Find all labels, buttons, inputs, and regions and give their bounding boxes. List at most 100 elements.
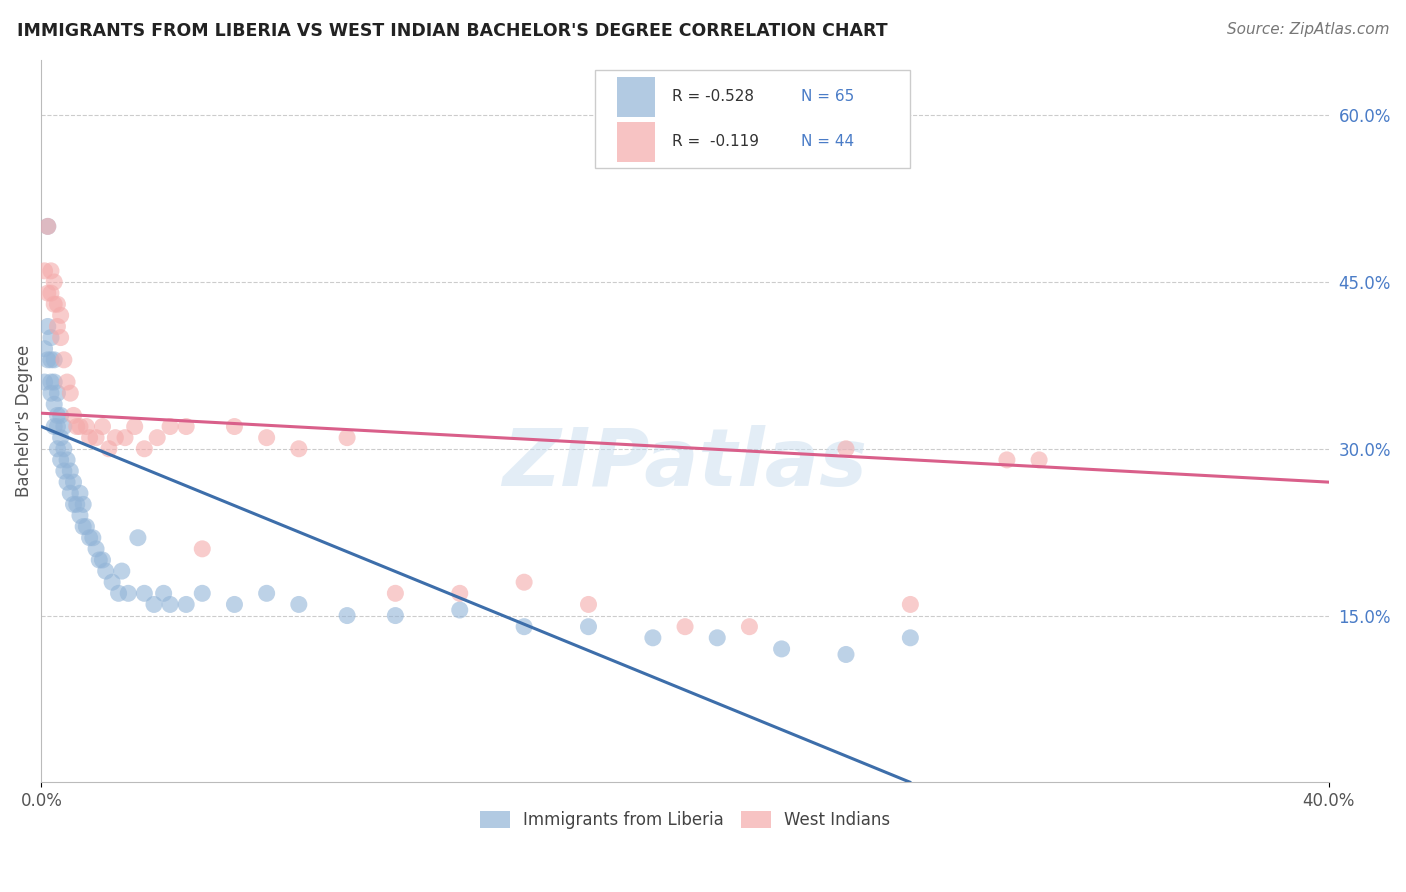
Point — [224, 598, 246, 612]
Point — [62, 409, 84, 423]
Point — [62, 497, 84, 511]
Point — [384, 608, 406, 623]
Point — [174, 419, 197, 434]
Point — [46, 386, 69, 401]
Point — [91, 553, 114, 567]
Point — [69, 419, 91, 434]
Point — [62, 475, 84, 490]
Point — [336, 431, 359, 445]
Point — [256, 586, 278, 600]
Point — [770, 641, 793, 656]
Text: ZIPatlas: ZIPatlas — [502, 425, 868, 503]
Point — [39, 286, 62, 301]
Point — [49, 431, 72, 445]
Point — [1028, 453, 1050, 467]
Point — [835, 442, 858, 456]
Point — [91, 419, 114, 434]
Point — [69, 486, 91, 500]
Point — [46, 409, 69, 423]
Point — [37, 319, 59, 334]
Point — [578, 620, 600, 634]
Point — [72, 519, 94, 533]
Point — [673, 620, 696, 634]
Point — [39, 264, 62, 278]
Point — [191, 541, 214, 556]
Point — [44, 375, 66, 389]
Point — [191, 586, 214, 600]
Point — [34, 375, 56, 389]
Text: R =  -0.119: R = -0.119 — [672, 135, 759, 149]
Point — [107, 586, 129, 600]
Y-axis label: Bachelor's Degree: Bachelor's Degree — [15, 345, 32, 497]
Point — [52, 419, 75, 434]
Point — [114, 431, 136, 445]
Point — [49, 330, 72, 344]
Point — [49, 453, 72, 467]
Point — [578, 598, 600, 612]
Point — [97, 442, 120, 456]
Text: N = 44: N = 44 — [801, 135, 853, 149]
Point — [104, 431, 127, 445]
Point — [44, 397, 66, 411]
Point — [117, 586, 139, 600]
Point — [37, 219, 59, 234]
Point — [39, 330, 62, 344]
Point — [56, 453, 79, 467]
Point — [39, 375, 62, 389]
Point — [111, 564, 134, 578]
Point — [449, 603, 471, 617]
Point — [49, 409, 72, 423]
Legend: Immigrants from Liberia, West Indians: Immigrants from Liberia, West Indians — [474, 804, 897, 836]
Point — [49, 309, 72, 323]
Text: IMMIGRANTS FROM LIBERIA VS WEST INDIAN BACHELOR'S DEGREE CORRELATION CHART: IMMIGRANTS FROM LIBERIA VS WEST INDIAN B… — [17, 22, 887, 40]
FancyBboxPatch shape — [595, 70, 910, 168]
Point — [898, 631, 921, 645]
Point — [72, 497, 94, 511]
Point — [82, 531, 104, 545]
Point — [995, 453, 1018, 467]
Point — [75, 419, 97, 434]
Point — [52, 352, 75, 367]
Point — [56, 375, 79, 389]
Point — [37, 352, 59, 367]
Text: Source: ZipAtlas.com: Source: ZipAtlas.com — [1226, 22, 1389, 37]
Point — [256, 431, 278, 445]
Point — [59, 464, 82, 478]
Point — [288, 442, 311, 456]
Point — [738, 620, 761, 634]
Text: R = -0.528: R = -0.528 — [672, 89, 754, 104]
Point — [46, 297, 69, 311]
Point — [37, 219, 59, 234]
Point — [44, 419, 66, 434]
Point — [59, 486, 82, 500]
Point — [159, 419, 181, 434]
Point — [513, 620, 536, 634]
Point — [84, 431, 107, 445]
Point — [143, 598, 166, 612]
Point — [66, 419, 89, 434]
Point — [101, 575, 124, 590]
Text: N = 65: N = 65 — [801, 89, 855, 104]
Point — [46, 419, 69, 434]
Point — [59, 386, 82, 401]
Point — [69, 508, 91, 523]
Point — [224, 419, 246, 434]
Point — [152, 586, 174, 600]
Point — [641, 631, 664, 645]
Point — [134, 442, 156, 456]
Point — [46, 442, 69, 456]
Point — [44, 297, 66, 311]
Point — [39, 386, 62, 401]
Point — [159, 598, 181, 612]
Point — [449, 586, 471, 600]
Point — [336, 608, 359, 623]
Point — [44, 275, 66, 289]
Point — [288, 598, 311, 612]
Point — [134, 586, 156, 600]
Point — [34, 342, 56, 356]
Point — [146, 431, 169, 445]
Point — [513, 575, 536, 590]
Point — [39, 352, 62, 367]
FancyBboxPatch shape — [617, 122, 655, 161]
Point — [56, 475, 79, 490]
